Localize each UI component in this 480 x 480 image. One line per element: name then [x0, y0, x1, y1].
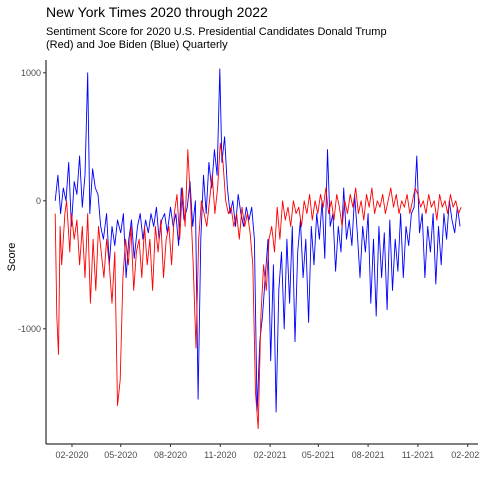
x-tick-label-6: 08-2021: [352, 450, 385, 460]
series-line-0: [54, 68, 461, 413]
y-tick-label-0: 1000: [21, 68, 41, 78]
x-tick-label-7: 11-2021: [402, 450, 434, 460]
x-tick-label-5: 05-2021: [302, 450, 335, 460]
series-layer: [54, 68, 462, 430]
chart-subtitle-line-1: Sentiment Score for 2020 U.S. Presidenti…: [46, 26, 387, 38]
x-tick-label-2: 08-2020: [154, 450, 187, 460]
x-tick-label-3: 11-2020: [204, 450, 236, 460]
axes-layer: 1000 0 -1000 02-2020 05-2020 08-2020 11-2020 02…: [18, 60, 480, 460]
x-tick-label-0: 02-2020: [55, 450, 88, 460]
chart-subtitle-line-2: (Red) and Joe Biden (Blue) Quarterly: [46, 39, 228, 51]
series-line-1: [54, 142, 462, 430]
chart-title: New York Times 2020 through 2022: [46, 4, 268, 20]
y-tick-label-2: -1000: [18, 324, 41, 334]
y-axis-title: Score: [6, 243, 18, 272]
x-tick-label-1: 05-2020: [104, 450, 137, 460]
x-tick-label-4: 02-2021: [254, 450, 287, 460]
y-tick-label-1: 0: [36, 196, 41, 206]
x-tick-label-8: 02-2022: [451, 450, 480, 460]
